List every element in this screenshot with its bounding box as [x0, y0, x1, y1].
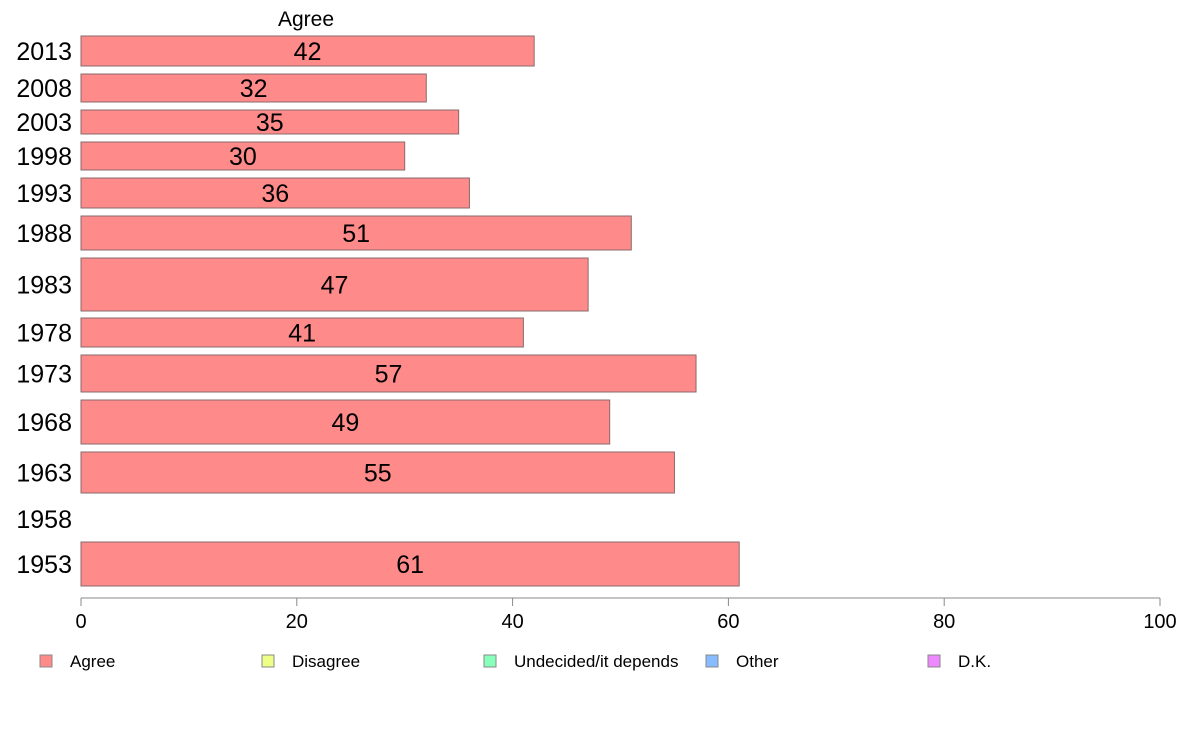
bar-1998 [80, 141, 406, 171]
category-label: 1983 [16, 272, 72, 300]
category-label: 1963 [16, 460, 72, 488]
legend: Agree Disagree Undecided/it depends Other D.… [39, 652, 991, 671]
bar-1978 [80, 317, 524, 348]
x-tick-label: 0 [75, 611, 86, 633]
x-tick-label: 60 [717, 611, 739, 633]
series-header-label: Agree [278, 8, 334, 31]
legend-swatch [39, 654, 53, 668]
bar-2013 [80, 35, 535, 67]
bars-layer: 2013 42 2008 32 2003 35 1998 30 1993 36 1988 51 1983… [16, 35, 740, 587]
category-label: 1953 [16, 551, 72, 579]
bar-1983 [80, 257, 589, 312]
value-label: 41 [288, 320, 316, 348]
value-label: 35 [256, 109, 284, 137]
value-label: 51 [342, 220, 370, 248]
category-label: 2003 [16, 109, 72, 137]
bar-1963 [80, 451, 675, 494]
value-label: 42 [294, 38, 322, 66]
value-label: 49 [331, 409, 359, 437]
legend-swatch [261, 654, 275, 668]
category-label: 1968 [16, 409, 72, 437]
value-label: 61 [396, 551, 424, 579]
category-label: 1958 [16, 506, 72, 534]
bar-1993 [80, 177, 470, 209]
category-label: 1988 [16, 220, 72, 248]
bar-1968 [80, 399, 611, 445]
bar-1973 [80, 354, 697, 393]
legend-label: Agree [70, 652, 115, 671]
value-label: 36 [261, 180, 289, 208]
legend-label: Other [736, 652, 779, 671]
legend-label: D.K. [958, 652, 991, 671]
x-tick-label: 80 [933, 611, 955, 633]
bar-1988 [80, 215, 632, 251]
category-label: 2008 [16, 75, 72, 103]
category-label: 1978 [16, 320, 72, 348]
value-label: 32 [240, 75, 268, 103]
value-label: 47 [321, 272, 349, 300]
bar-2003 [80, 109, 460, 135]
legend-swatch [927, 654, 941, 668]
x-tick-label: 100 [1143, 611, 1176, 633]
x-tick-label: 40 [501, 611, 523, 633]
legend-swatch [483, 654, 497, 668]
category-label: 1973 [16, 361, 72, 389]
legend-swatch [705, 654, 719, 668]
value-label: 57 [375, 361, 403, 389]
value-label: 55 [364, 460, 392, 488]
bar-1953 [80, 541, 740, 587]
category-label: 1998 [16, 143, 72, 171]
bar-2008 [80, 73, 427, 103]
x-tick-label: 20 [286, 611, 308, 633]
category-label: 1993 [16, 180, 72, 208]
legend-label: Undecided/it depends [514, 652, 678, 671]
legend-label: Disagree [292, 652, 360, 671]
value-label: 30 [229, 143, 257, 171]
category-label: 2013 [16, 38, 72, 66]
x-axis: 0 20 40 60 80 100 [75, 597, 1177, 633]
